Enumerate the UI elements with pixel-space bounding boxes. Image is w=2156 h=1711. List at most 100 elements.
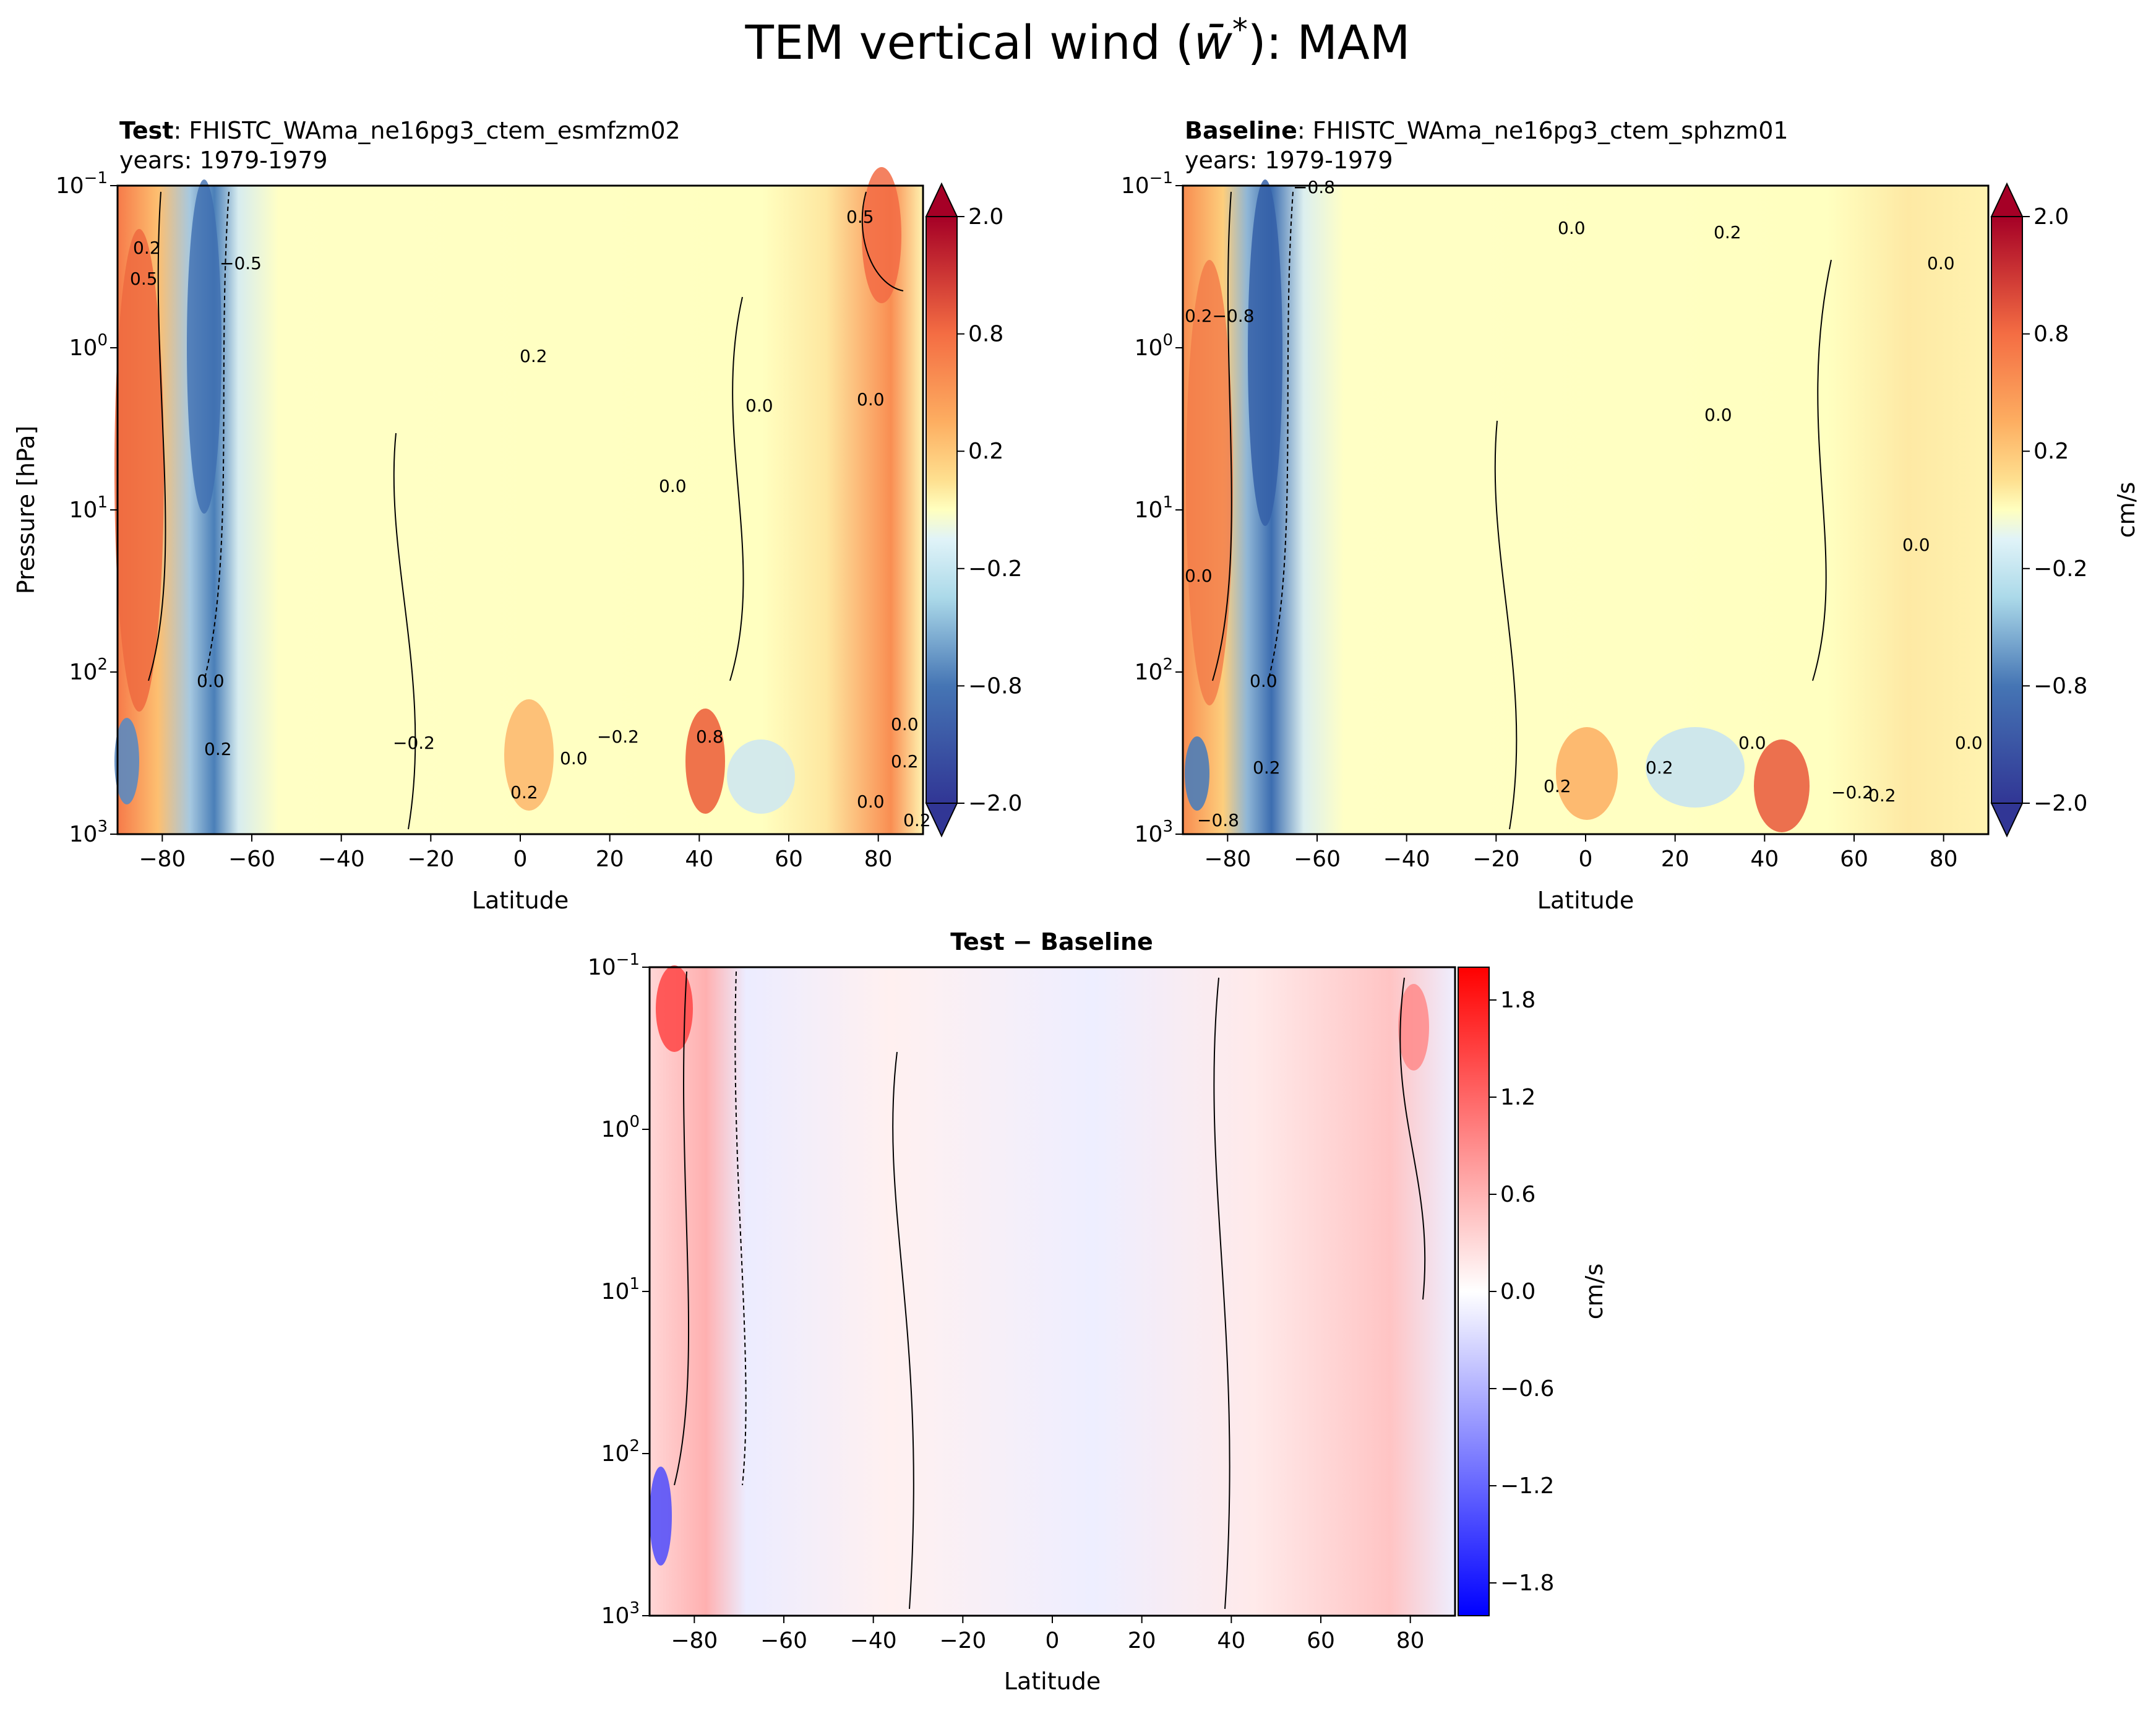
test-panel-years: years: 1979-1979	[119, 147, 328, 174]
baseline-colorbar-tick-label: 0.8	[2034, 322, 2069, 347]
test-contour-line	[393, 433, 416, 830]
test-x-tick-label: 60	[775, 847, 803, 872]
test-contour-label: 0.0	[745, 395, 773, 416]
test-panel-title: Test: FHISTC_WAma_ne16pg3_ctem_esmfzm02	[119, 117, 681, 144]
test-contour-label: 0.8	[696, 726, 724, 747]
test-contour-label: 0.2	[891, 751, 919, 772]
baseline-panel-years: years: 1979-1979	[1185, 147, 1393, 174]
test-subtropical-downwelling	[727, 739, 795, 814]
difference-colorbar-tick-label: 1.2	[1500, 1085, 1535, 1110]
baseline-colorbar-tick-label: 2.0	[2034, 204, 2069, 230]
baseline-contour-label: 0.0	[1738, 733, 1766, 753]
baseline-subtropical-downwelling	[1646, 727, 1745, 808]
baseline-y-tick-label: 100	[1135, 331, 1173, 361]
test-y-tick-label: 103	[69, 817, 108, 847]
difference-x-ticks: −80 −60 −40 −20 0 20 40 60 80	[671, 1616, 1425, 1653]
difference-x-tick-label: 20	[1128, 1628, 1156, 1653]
test-x-tick-label: 20	[596, 847, 624, 872]
baseline-colorbar-tick-label: −2.0	[2034, 791, 2087, 816]
difference-north-positive	[1398, 984, 1429, 1071]
test-colorbar-extend-max	[925, 182, 958, 217]
baseline-contour-label: −0.8	[1197, 810, 1239, 830]
test-colorbar-tick-label: 0.2	[968, 439, 1003, 464]
figure-title: TEM vertical wind (w̄*): MAM	[745, 12, 1411, 70]
test-contour-label: 0.5	[130, 269, 158, 289]
difference-x-axis-label: Latitude	[1004, 1668, 1101, 1695]
test-contour-label: −0.2	[393, 733, 435, 753]
test-midlat-upwelling	[685, 709, 725, 814]
test-contour-label: 0.2	[133, 238, 161, 258]
test-contour-label: −0.2	[597, 726, 639, 747]
baseline-contour-label: 0.0	[1704, 405, 1732, 425]
baseline-x-tick-label: 0	[1579, 847, 1593, 872]
difference-panel-title: Test − Baseline	[950, 928, 1153, 955]
difference-colorbar-tick-label: −0.6	[1500, 1376, 1554, 1402]
test-contour-label: 0.0	[659, 476, 687, 496]
baseline-panel: Baseline: FHISTC_WAma_ne16pg3_ctem_sphzm…	[1121, 117, 2140, 914]
difference-colorbar	[1458, 967, 1490, 1616]
test-y-tick-label: 102	[69, 655, 108, 685]
difference-y-tick-label: 100	[601, 1113, 640, 1142]
test-x-tick-label: −40	[318, 847, 365, 872]
test-north-upwelling	[862, 167, 901, 303]
baseline-tropical-upwelling	[1556, 727, 1618, 820]
baseline-x-tick-label: −40	[1383, 847, 1430, 872]
baseline-contour-label: 0.0	[1558, 218, 1586, 238]
difference-x-tick-label: −40	[850, 1628, 897, 1653]
difference-contour-line	[892, 1051, 914, 1610]
baseline-x-ticks: −80 −60 −40 −20 0 20 40 60 80	[1204, 834, 1958, 872]
difference-plot-field	[650, 967, 1455, 1616]
test-contour-label: 0.2	[204, 739, 232, 759]
difference-y-tick-label: 103	[601, 1599, 640, 1629]
difference-colorbar-tick-label: −1.8	[1500, 1571, 1554, 1596]
difference-x-tick-label: 60	[1307, 1628, 1335, 1653]
test-tropical-upwelling	[504, 699, 554, 811]
baseline-y-tick-label: 101	[1135, 493, 1173, 523]
baseline-y-tick-label: 102	[1135, 655, 1173, 685]
difference-contour-line	[734, 971, 747, 1486]
difference-x-tick-label: 80	[1396, 1628, 1425, 1653]
difference-contour-line	[1213, 977, 1230, 1610]
test-y-tick-label: 100	[69, 331, 108, 361]
test-colorbar-tick-label: −0.2	[968, 556, 1022, 582]
baseline-contour-label: 0.0	[1955, 733, 1983, 753]
test-y-ticks: 10−1 100 101 102 103	[56, 169, 118, 847]
test-x-tick-label: 80	[864, 847, 893, 872]
baseline-contour-line	[1212, 191, 1232, 681]
baseline-y-tick-label: 10−1	[1121, 169, 1173, 199]
baseline-contour-line	[1812, 259, 1832, 681]
test-contour-line	[861, 191, 904, 291]
baseline-contour-label: 0.2	[1714, 222, 1742, 243]
difference-colorbar-tick-label: −1.2	[1500, 1473, 1554, 1499]
test-contour-label: 0.5	[846, 207, 874, 227]
baseline-contour-label: 0.2	[1544, 776, 1571, 796]
test-south-downwelling	[187, 179, 221, 514]
test-contour-line	[729, 296, 744, 681]
baseline-contour-line	[1494, 420, 1518, 830]
test-contour-label: 0.0	[197, 671, 225, 691]
difference-panel: Test − Baseline −80 −60 −40 −20 0 20 40 60 80 10…	[588, 928, 1608, 1695]
test-colorbar-tick-label: −2.0	[968, 791, 1022, 816]
test-x-tick-label: −20	[407, 847, 454, 872]
baseline-y-tick-label: 103	[1135, 817, 1173, 847]
difference-y-tick-label: 101	[601, 1275, 640, 1304]
baseline-colorbar-tick-label: −0.2	[2034, 556, 2087, 582]
difference-colorbar-ticks: 1.8 1.2 0.6 0.0 −0.6 −1.2 −1.8	[1489, 988, 1554, 1596]
difference-y-ticks: 10−1 100 101 102 103	[588, 950, 650, 1629]
baseline-contour-label: 0.0	[1902, 535, 1930, 555]
baseline-x-tick-label: 20	[1661, 847, 1690, 872]
baseline-contour-label: 0.0	[1185, 566, 1213, 586]
baseline-x-tick-label: 80	[1930, 847, 1958, 872]
test-x-tick-label: 0	[513, 847, 528, 872]
baseline-contour-label: −0.2	[1831, 782, 1873, 803]
test-x-tick-label: −60	[228, 847, 275, 872]
test-contour-line	[148, 191, 166, 681]
baseline-x-axis-label: Latitude	[1537, 887, 1634, 914]
test-contour-label: 0.2	[903, 810, 931, 830]
baseline-contour-label: 0.2−0.8	[1185, 306, 1255, 326]
baseline-midlat-upwelling	[1754, 739, 1810, 832]
difference-colorbar-tick-label: 0.6	[1500, 1182, 1535, 1207]
test-contour-label: 0.0	[560, 748, 588, 769]
baseline-contour-label: 0.2	[1868, 785, 1896, 806]
